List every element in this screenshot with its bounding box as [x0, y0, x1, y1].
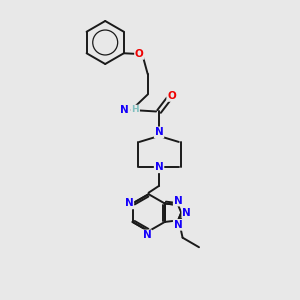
- Text: N: N: [182, 208, 191, 218]
- Text: N: N: [143, 230, 152, 240]
- Text: N: N: [155, 128, 164, 137]
- Text: H: H: [132, 106, 139, 115]
- Text: N: N: [155, 162, 164, 172]
- Text: N: N: [174, 196, 182, 206]
- Text: O: O: [167, 91, 176, 101]
- Text: N: N: [174, 220, 182, 230]
- Text: N: N: [121, 105, 129, 115]
- Text: N: N: [124, 199, 133, 208]
- Text: O: O: [135, 49, 144, 59]
